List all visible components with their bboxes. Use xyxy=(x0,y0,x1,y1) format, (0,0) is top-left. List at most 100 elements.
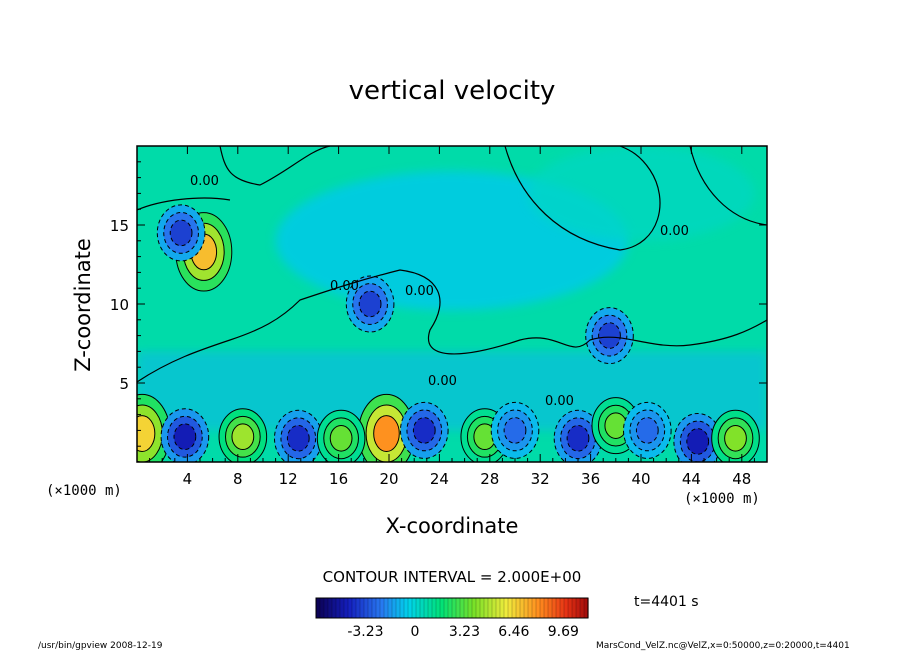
colorbar-swatch xyxy=(488,598,493,618)
contour-ring xyxy=(169,219,193,247)
colorbar-swatch xyxy=(408,598,413,618)
colorbar-swatch xyxy=(360,598,365,618)
heatmap-cell xyxy=(673,412,722,462)
colorbar-swatch xyxy=(544,598,549,618)
x-axis-label: X-coordinate xyxy=(385,514,519,538)
colorbar-swatch xyxy=(584,598,589,618)
x-axis-unit-left: (×1000 m) xyxy=(46,483,122,499)
chart-title: vertical velocity xyxy=(348,76,556,106)
colorbar-swatch xyxy=(552,598,557,618)
colorbar xyxy=(315,597,589,619)
colorbar-swatch xyxy=(392,598,397,618)
colorbar-swatch xyxy=(484,598,489,618)
colorbar-swatch xyxy=(384,598,389,618)
contour-label: 0.00 xyxy=(545,394,574,409)
x-tick-label: 44 xyxy=(682,470,701,488)
colorbar-tick-label: 0 xyxy=(410,624,419,640)
colorbar-tick-label: 3.23 xyxy=(449,624,480,640)
heatmap-cell xyxy=(553,409,603,462)
x-tick-label: 48 xyxy=(732,470,751,488)
colorbar-swatch xyxy=(440,598,445,618)
colorbar-swatch xyxy=(412,598,417,618)
zero-contour-line xyxy=(137,197,231,211)
colorbar-swatch xyxy=(540,598,545,618)
colorbar-swatch xyxy=(508,598,513,618)
colorbar-swatch xyxy=(420,598,425,618)
colorbar-swatch xyxy=(432,598,437,618)
colorbar-swatch xyxy=(464,598,469,618)
zero-contour-line xyxy=(689,146,767,226)
colorbar-swatch xyxy=(472,598,477,618)
colorbar-swatch xyxy=(564,598,569,618)
zero-contours xyxy=(137,146,767,383)
colorbar-swatch xyxy=(556,598,561,618)
contour-ring xyxy=(329,425,353,452)
contour-ring xyxy=(503,417,527,444)
colorbar-swatch xyxy=(400,598,405,618)
colorbar-swatch xyxy=(548,598,553,618)
zero-contour-line xyxy=(137,269,767,383)
colorbar-swatch xyxy=(336,598,341,618)
colorbar-swatch xyxy=(456,598,461,618)
colorbar-swatch xyxy=(512,598,517,618)
contour-ring xyxy=(566,425,590,452)
colorbar-swatch xyxy=(500,598,505,618)
colorbar-swatch xyxy=(536,598,541,618)
heatmap-cell xyxy=(273,409,323,462)
heatmap-field xyxy=(137,146,767,462)
colorbar-swatch xyxy=(504,598,509,618)
colorbar-swatch xyxy=(424,598,429,618)
contour-ring xyxy=(598,322,621,349)
colorbar-swatch xyxy=(348,598,353,618)
x-tick-label: 4 xyxy=(183,470,193,488)
colorbar-swatch xyxy=(460,598,465,618)
colorbar-swatch xyxy=(368,598,373,618)
colorbar-swatch xyxy=(416,598,421,618)
colorbar-swatch xyxy=(492,598,497,618)
footer-right: MarsCond_VelZ.nc@VelZ,x=0:50000,z=0:2000… xyxy=(596,641,850,651)
colorbar-swatch xyxy=(428,598,433,618)
x-tick-label: 20 xyxy=(379,470,398,488)
heatmap-cell xyxy=(623,401,672,459)
heatmap-cell xyxy=(490,401,540,459)
colorbar-swatch xyxy=(332,598,337,618)
heatmap-cell xyxy=(399,401,449,459)
colorbar-swatch xyxy=(524,598,529,618)
heatmap-cell xyxy=(711,409,760,462)
colorbar-swatch xyxy=(444,598,449,618)
contour-label: 0.00 xyxy=(660,224,689,239)
contour-ring xyxy=(635,417,659,444)
contour-ring xyxy=(137,415,156,452)
colorbar-swatch xyxy=(324,598,329,618)
colorbar-swatch xyxy=(576,598,581,618)
x-tick-label: 12 xyxy=(279,470,298,488)
zero-contour-line xyxy=(504,146,661,251)
colorbar-swatch xyxy=(316,598,321,618)
colorbar-swatch xyxy=(520,598,525,618)
x-tick-label: 36 xyxy=(581,470,600,488)
colorbar-swatch xyxy=(528,598,533,618)
colorbar-swatch xyxy=(388,598,393,618)
contour-ring xyxy=(358,290,382,318)
contour-ring xyxy=(412,417,436,444)
colorbar-swatch xyxy=(352,598,357,618)
colorbar-swatch xyxy=(572,598,577,618)
footer-left: /usr/bin/gpview 2008-12-19 xyxy=(38,641,163,651)
colorbar-swatch xyxy=(320,598,325,618)
heatmap-cell xyxy=(156,204,206,262)
contour-ring xyxy=(686,428,710,455)
contour-ring xyxy=(173,423,197,451)
colorbar-swatch xyxy=(476,598,481,618)
x-tick-label: 32 xyxy=(531,470,550,488)
colorbar-swatch xyxy=(480,598,485,618)
colorbar-swatch xyxy=(532,598,537,618)
colorbar-swatch xyxy=(568,598,573,618)
colorbar-tick-label: 6.46 xyxy=(498,624,529,640)
colorbar-swatch xyxy=(376,598,381,618)
colorbar-swatch xyxy=(560,598,565,618)
colorbar-swatch xyxy=(496,598,501,618)
colorbar-swatch xyxy=(380,598,385,618)
colorbar-swatch xyxy=(344,598,349,618)
contour-interval-label: CONTOUR INTERVAL = 2.000E+00 xyxy=(322,568,582,586)
